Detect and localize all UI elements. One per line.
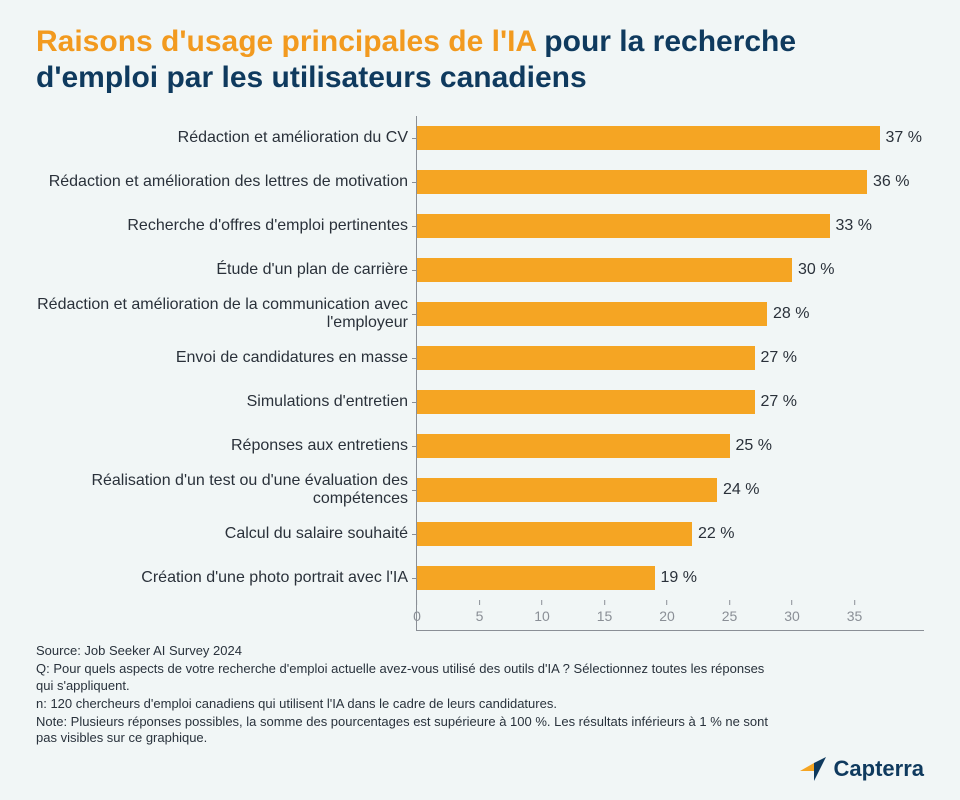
y-axis-label-text: Étude d'un plan de carrière <box>216 261 408 279</box>
x-axis-tick-label: 10 <box>534 608 550 624</box>
y-axis-label-text: Envoi de candidatures en masse <box>176 349 408 367</box>
x-axis-tick-label: 5 <box>476 608 484 624</box>
bar-value-label: 37 % <box>880 129 922 147</box>
x-axis-tick: 35 <box>847 600 863 624</box>
bar-row: 19 % <box>417 556 924 600</box>
bar-chart: Rédaction et amélioration du CV Rédaction… <box>36 116 924 631</box>
x-axis-tick: 30 <box>784 600 800 624</box>
footnote-line: Source: Job Seeker AI Survey 2024 <box>36 643 776 660</box>
y-axis-label-text: Réponses aux entretiens <box>231 437 408 455</box>
y-axis-label-text: Recherche d'offres d'emploi pertinentes <box>127 217 408 235</box>
y-axis-label-text: Rédaction et amélioration du CV <box>178 129 408 147</box>
bar-value-label: 22 % <box>692 525 734 543</box>
bar-value-label: 24 % <box>717 481 759 499</box>
bar: 33 % <box>417 214 830 238</box>
x-axis-tick: 15 <box>597 600 613 624</box>
bar-value-label: 33 % <box>830 217 872 235</box>
page: Raisons d'usage principales de l'IA pour… <box>0 0 960 800</box>
bar-row: 27 % <box>417 380 924 424</box>
y-axis-label: Envoi de candidatures en masse <box>36 336 416 380</box>
bar: 28 % <box>417 302 767 326</box>
bar-value-label: 19 % <box>655 569 697 587</box>
x-axis-tick: 10 <box>534 600 550 624</box>
bar: 30 % <box>417 258 792 282</box>
y-axis-label: Réponses aux entretiens <box>36 424 416 468</box>
bar-row: 36 % <box>417 160 924 204</box>
bar-row: 33 % <box>417 204 924 248</box>
bar: 24 % <box>417 478 717 502</box>
bar: 27 % <box>417 390 755 414</box>
y-axis-label: Calcul du salaire souhaité <box>36 512 416 556</box>
y-axis-label-text: Simulations d'entretien <box>247 393 408 411</box>
bars-container: 37 %36 %33 %30 %28 %27 %27 %25 %24 %22 %… <box>417 116 924 600</box>
x-axis-tick-label: 35 <box>847 608 863 624</box>
y-axis-label-text: Rédaction et amélioration des lettres de… <box>49 173 408 191</box>
plot-area: 37 %36 %33 %30 %28 %27 %27 %25 %24 %22 %… <box>416 116 924 631</box>
bar-value-label: 28 % <box>767 305 809 323</box>
bar-row: 22 % <box>417 512 924 556</box>
y-axis-label-text: Création d'une photo portrait avec l'IA <box>141 569 408 587</box>
bar: 19 % <box>417 566 655 590</box>
x-axis-tick: 0 <box>413 600 421 624</box>
y-axis-label-text: Calcul du salaire souhaité <box>225 525 408 543</box>
bar-row: 28 % <box>417 292 924 336</box>
chart-title-accent: Raisons d'usage principales de l'IA <box>36 25 536 58</box>
y-axis-label: Recherche d'offres d'emploi pertinentes <box>36 204 416 248</box>
capterra-logo: Capterra <box>800 756 924 782</box>
x-axis-tick-label: 30 <box>784 608 800 624</box>
x-axis-tick: 5 <box>476 600 484 624</box>
x-axis-tick: 25 <box>722 600 738 624</box>
bar-row: 30 % <box>417 248 924 292</box>
x-axis-tick: 20 <box>659 600 675 624</box>
bar: 36 % <box>417 170 867 194</box>
bar-row: 37 % <box>417 116 924 160</box>
y-axis-label-text: Rédaction et amélioration de la communic… <box>36 296 408 333</box>
x-axis: 05101520253035 <box>417 600 917 630</box>
capterra-logo-text: Capterra <box>834 756 924 782</box>
y-axis-label: Création d'une photo portrait avec l'IA <box>36 556 416 600</box>
y-axis-label: Rédaction et amélioration de la communic… <box>36 292 416 336</box>
bar: 25 % <box>417 434 730 458</box>
footnote-line: n: 120 chercheurs d'emploi canadiens qui… <box>36 696 776 713</box>
x-axis-tick-label: 25 <box>722 608 738 624</box>
bar-value-label: 27 % <box>755 393 797 411</box>
x-axis-tick-label: 15 <box>597 608 613 624</box>
bar: 22 % <box>417 522 692 546</box>
y-axis-label: Rédaction et amélioration des lettres de… <box>36 160 416 204</box>
bar: 37 % <box>417 126 880 150</box>
x-axis-tick-label: 0 <box>413 608 421 624</box>
x-axis-tick-label: 20 <box>659 608 675 624</box>
chart-title: Raisons d'usage principales de l'IA pour… <box>36 24 924 96</box>
bar-value-label: 25 % <box>730 437 772 455</box>
bar-value-label: 27 % <box>755 349 797 367</box>
bar-row: 24 % <box>417 468 924 512</box>
y-axis-label: Étude d'un plan de carrière <box>36 248 416 292</box>
y-axis-label: Réalisation d'un test ou d'une évaluatio… <box>36 468 416 512</box>
y-axis-label: Simulations d'entretien <box>36 380 416 424</box>
footnote-line: Q: Pour quels aspects de votre recherche… <box>36 661 776 695</box>
footnote-line: Note: Plusieurs réponses possibles, la s… <box>36 714 776 748</box>
bar-row: 25 % <box>417 424 924 468</box>
bar-row: 27 % <box>417 336 924 380</box>
y-axis-labels: Rédaction et amélioration du CV Rédaction… <box>36 116 416 631</box>
y-axis-label: Rédaction et amélioration du CV <box>36 116 416 160</box>
capterra-logo-icon <box>800 757 828 781</box>
bar-value-label: 36 % <box>867 173 909 191</box>
y-axis-label-text: Réalisation d'un test ou d'une évaluatio… <box>36 472 408 509</box>
bar: 27 % <box>417 346 755 370</box>
bar-value-label: 30 % <box>792 261 834 279</box>
footnotes: Source: Job Seeker AI Survey 2024Q: Pour… <box>36 643 776 747</box>
